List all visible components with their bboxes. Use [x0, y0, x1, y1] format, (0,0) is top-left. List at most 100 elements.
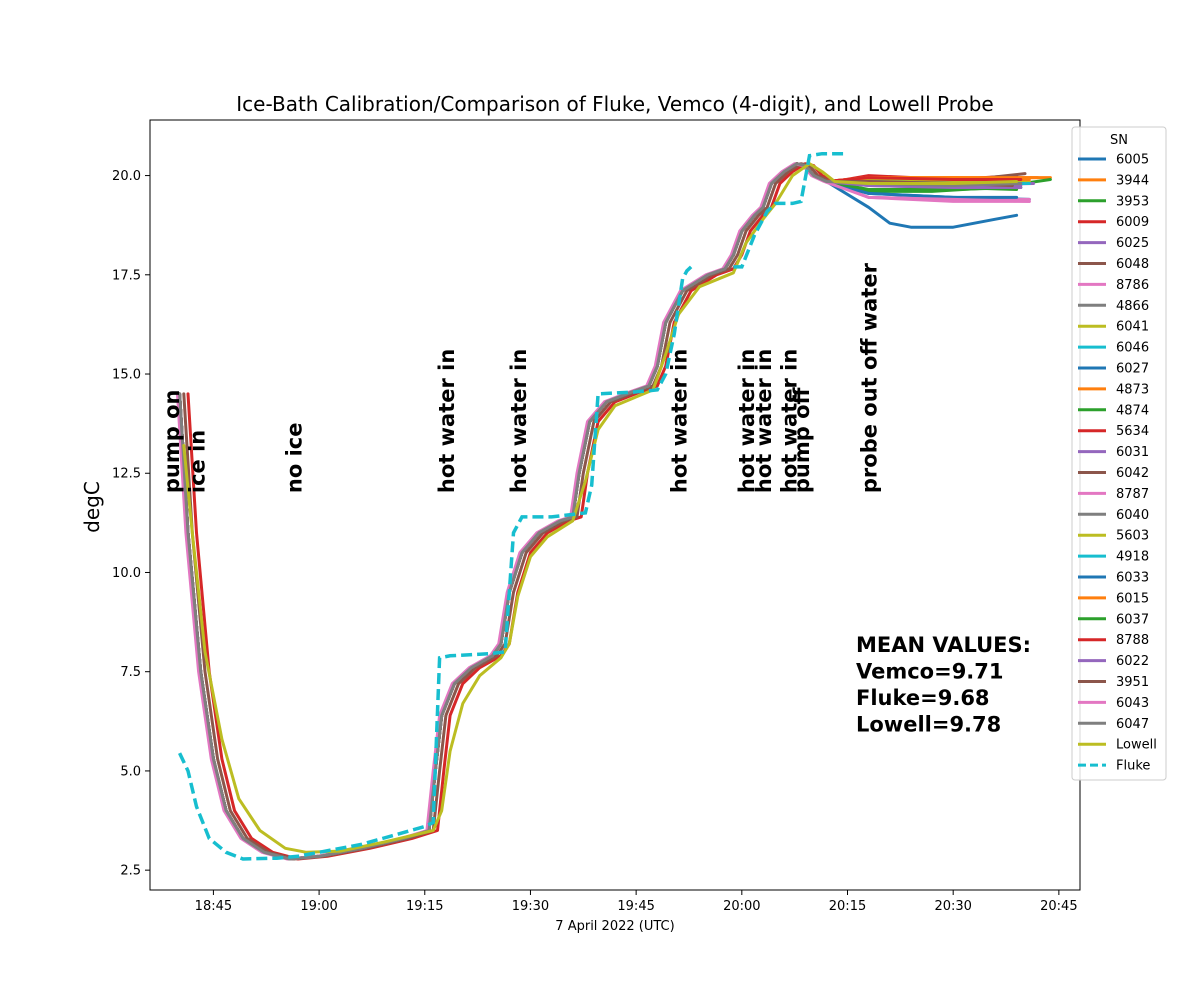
- y-tick-label-3: 10.0: [112, 566, 141, 581]
- annotation-1: ice in: [186, 430, 210, 493]
- series-line-8786-6: [178, 162, 1031, 861]
- series-line-3944-1: [178, 162, 1052, 861]
- plot-lines: [176, 151, 1052, 861]
- x-tick-label-5: 20:00: [723, 899, 760, 914]
- annotation-5: hot water in: [667, 349, 691, 493]
- series-line-6037-22: [178, 162, 1023, 861]
- y-tick-label-7: 20.0: [112, 169, 141, 184]
- legend-label-6025-4: 6025: [1116, 236, 1149, 251]
- x-tick-label-1: 19:00: [300, 899, 337, 914]
- series-line-5634-13: [178, 162, 1019, 861]
- legend-title: SN: [1110, 133, 1128, 148]
- x-axis-label: 7 April 2022 (UTC): [555, 919, 674, 934]
- x-tick-label-2: 19:15: [406, 899, 443, 914]
- series-line-6041-8: [178, 162, 1031, 861]
- series-line-6043-26: [176, 162, 1031, 861]
- legend-label-5634-13: 5634: [1116, 424, 1149, 439]
- annotations: pump on ice in no ice hot water in hot water…: [160, 262, 882, 494]
- x-axis-ticks: 18:45 19:00 19:15 19:30 19:45 20:00 20:15 20:30…: [195, 890, 1078, 914]
- legend-label-6031-14: 6031: [1116, 445, 1149, 460]
- y-tick-label-4: 12.5: [112, 467, 141, 482]
- series-line-4873-11: [178, 162, 1040, 861]
- legend-label-8788-23: 8788: [1116, 633, 1149, 648]
- legend-label-4874-12: 4874: [1116, 403, 1149, 418]
- legend-label-8787-16: 8787: [1116, 487, 1149, 502]
- x-tick-label-0: 18:45: [195, 899, 232, 914]
- x-tick-label-3: 19:30: [512, 899, 549, 914]
- y-tick-label-5: 15.0: [112, 368, 141, 383]
- mean-values: MEAN VALUES: Vemco=9.71 Fluke=9.68 Lowel…: [856, 633, 1031, 737]
- legend-label-Lowell-28: Lowell: [1116, 738, 1157, 753]
- annotation-8: hot water in: [777, 349, 801, 493]
- series-line-8788-23: [178, 162, 1023, 861]
- series-line-4866-7: [178, 162, 1031, 861]
- annotation-10: probe out off water: [858, 262, 882, 493]
- x-tick-label-6: 20:15: [829, 899, 866, 914]
- series-line-6005-0: [178, 162, 1019, 861]
- legend-label-6009-3: 6009: [1116, 215, 1149, 230]
- series-line-5603-18: [178, 162, 1027, 861]
- series-line-8787-16: [178, 162, 1031, 861]
- series-line-6015-21: [178, 162, 1031, 861]
- legend-label-6046-9: 6046: [1116, 341, 1149, 356]
- legend-label-3951-25: 3951: [1116, 675, 1149, 690]
- y-axis-ticks: 2.5 5.0 7.5 10.0 12.5 15.0 17.5 20.0: [112, 169, 150, 879]
- x-tick-label-7: 20:30: [934, 899, 971, 914]
- annotation-7: hot water in: [752, 349, 776, 493]
- legend-frame: [1071, 126, 1167, 781]
- series-line-6048-5: [182, 162, 1027, 861]
- series-line-6047-27: [178, 162, 1023, 861]
- series-line-3953-2: [178, 162, 1052, 861]
- mean-values-vemco: Vemco=9.71: [856, 659, 1004, 683]
- legend-label-4918-19: 4918: [1116, 550, 1149, 565]
- y-axis-label: degC: [80, 481, 104, 533]
- y-tick-label-6: 17.5: [112, 268, 141, 283]
- legend-label-Fluke-29: Fluke: [1116, 759, 1150, 774]
- series-line-6040-17: [178, 162, 1027, 861]
- annotation-2: no ice: [283, 423, 307, 494]
- series-line-6033-20: [178, 162, 1019, 861]
- legend-label-3953-2: 3953: [1116, 194, 1149, 209]
- legend-label-5603-18: 5603: [1116, 529, 1149, 544]
- annotation-4: hot water in: [507, 349, 531, 493]
- legend-label-6042-15: 6042: [1116, 466, 1149, 481]
- series-line-Fluke-later: [733, 151, 848, 269]
- series-line-6027-10: [178, 162, 1031, 861]
- series-line-6025-4: [178, 162, 1035, 861]
- legend-label-6005-0: 6005: [1116, 153, 1149, 168]
- legend-label-6015-21: 6015: [1116, 591, 1149, 606]
- mean-values-header: MEAN VALUES:: [856, 633, 1031, 657]
- series-line-6046-9: [178, 162, 1031, 861]
- annotation-9: pump off: [790, 386, 814, 493]
- series-line-6022-24: [178, 162, 1023, 861]
- legend-label-6043-26: 6043: [1116, 696, 1149, 711]
- series-line-4918-19: [178, 162, 1027, 861]
- legend: SN 6005394439536009602560488786486660416…: [1071, 126, 1167, 781]
- legend-label-4873-11: 4873: [1116, 382, 1149, 397]
- legend-label-6041-8: 6041: [1116, 320, 1149, 335]
- legend-label-6047-27: 6047: [1116, 717, 1149, 732]
- legend-label-6027-10: 6027: [1116, 362, 1149, 377]
- y-tick-label-2: 7.5: [120, 665, 141, 680]
- legend-label-8786-6: 8786: [1116, 278, 1149, 293]
- legend-entries: 6005 3944 3953 6009 6025 6048 8786 4866 6041 6046…: [1078, 153, 1157, 774]
- series-line-6042-15: [178, 162, 1023, 861]
- legend-label-6037-22: 6037: [1116, 612, 1149, 627]
- series-line-3951-25: [178, 162, 1014, 861]
- plot-frame: [149, 119, 1081, 891]
- legend-label-6040-17: 6040: [1116, 508, 1149, 523]
- chart-title: Ice-Bath Calibration/Comparison of Fluke…: [236, 92, 993, 116]
- x-tick-label-8: 20:45: [1040, 899, 1077, 914]
- mean-values-lowell: Lowell=9.78: [856, 712, 1001, 736]
- y-tick-label-0: 2.5: [120, 864, 141, 879]
- series-line-Lowell-28: [182, 162, 1019, 854]
- annotation-6: hot water in: [735, 349, 759, 493]
- mean-values-fluke: Fluke=9.68: [856, 686, 990, 710]
- legend-label-6033-20: 6033: [1116, 571, 1149, 586]
- annotation-3: hot water in: [435, 349, 459, 493]
- legend-label-4866-7: 4866: [1116, 299, 1149, 314]
- annotation-0: pump on: [160, 390, 184, 494]
- x-tick-label-4: 19:45: [617, 899, 654, 914]
- legend-label-6022-24: 6022: [1116, 654, 1149, 669]
